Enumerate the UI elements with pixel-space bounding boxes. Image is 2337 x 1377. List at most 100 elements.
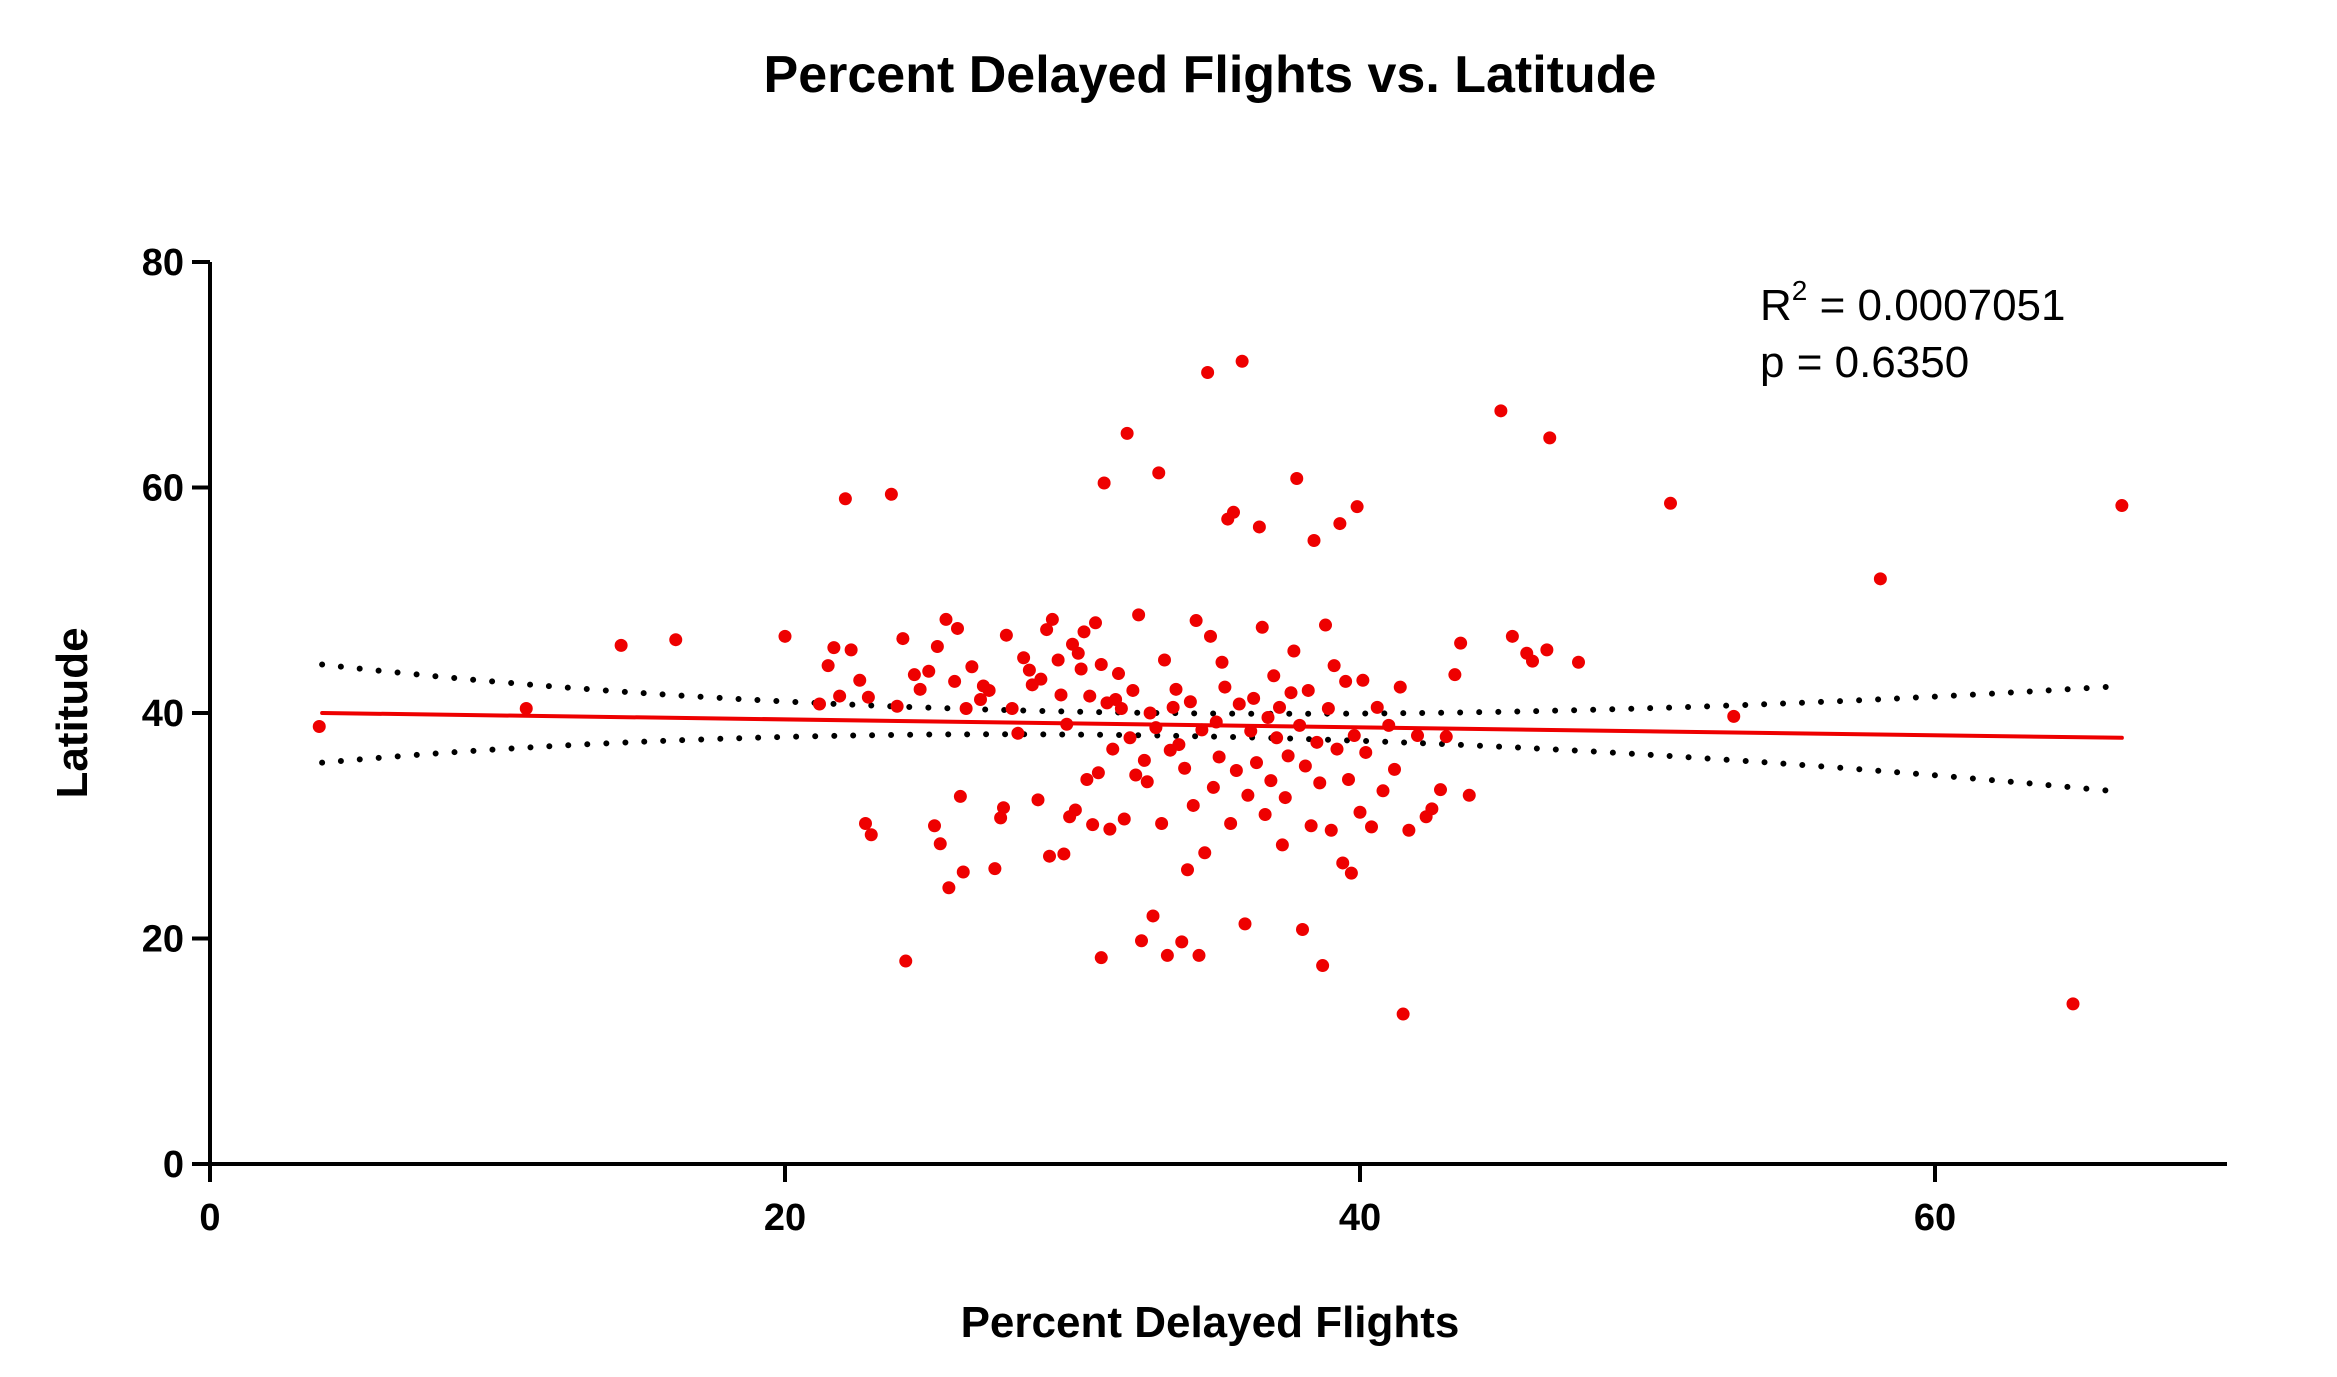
data-point	[1327, 659, 1341, 673]
data-point	[1356, 673, 1370, 687]
data-point	[1229, 764, 1243, 778]
data-point	[614, 638, 628, 652]
data-point	[1462, 788, 1476, 802]
data-point	[1057, 847, 1071, 861]
data-point	[953, 789, 967, 803]
data-point	[1198, 846, 1212, 860]
regression-line	[320, 711, 2124, 740]
data-point	[1333, 517, 1347, 531]
data-point	[1664, 496, 1677, 510]
data-point	[821, 659, 835, 673]
data-point	[896, 632, 910, 646]
data-point	[1045, 612, 1059, 626]
data-point	[1201, 365, 1215, 379]
data-point	[1091, 766, 1105, 780]
data-point	[951, 621, 964, 635]
data-point	[1117, 812, 1131, 826]
data-point	[1160, 948, 1174, 962]
x-tick-label: 60	[1914, 1197, 1956, 1239]
r2-label: R	[1760, 281, 1792, 330]
data-point	[1370, 700, 1384, 714]
data-point	[1275, 838, 1289, 852]
data-point	[1206, 780, 1220, 794]
data-point	[956, 865, 970, 879]
data-point	[2115, 499, 2129, 513]
data-point	[312, 720, 326, 734]
data-point	[1158, 653, 1171, 667]
data-point	[669, 633, 683, 647]
data-point	[1186, 798, 1200, 812]
data-point	[1388, 762, 1401, 776]
data-point	[1543, 431, 1557, 445]
data-point	[833, 689, 847, 703]
data-point	[1376, 784, 1390, 798]
data-point	[1540, 643, 1554, 657]
data-point	[1086, 818, 1100, 832]
data-point	[1080, 773, 1094, 787]
data-point	[1074, 662, 1088, 676]
y-tick-label: 40	[142, 693, 184, 735]
data-point	[1264, 774, 1278, 788]
data-point	[1114, 701, 1128, 715]
data-point	[1017, 651, 1031, 665]
data-point	[838, 492, 852, 506]
data-point	[1393, 680, 1407, 694]
data-point	[827, 641, 841, 655]
data-point	[519, 701, 533, 715]
data-point	[1336, 856, 1350, 870]
data-point	[933, 837, 947, 851]
data-point	[1241, 788, 1255, 802]
data-point	[1278, 791, 1292, 805]
data-point	[1175, 935, 1189, 949]
data-point	[1089, 616, 1102, 630]
data-point	[1137, 753, 1151, 767]
data-point	[1040, 623, 1054, 637]
data-point	[1238, 917, 1252, 931]
data-point	[948, 674, 962, 688]
data-point	[1411, 729, 1424, 743]
y-tick-label: 0	[163, 1144, 184, 1186]
data-point	[1135, 934, 1148, 948]
data-point	[1267, 669, 1281, 683]
data-point	[1083, 689, 1097, 703]
data-point	[1120, 426, 1134, 440]
data-point	[1166, 700, 1180, 714]
data-point	[1287, 644, 1301, 658]
data-point	[1250, 756, 1263, 770]
y-tick-label: 60	[142, 468, 184, 510]
data-point	[1313, 776, 1327, 790]
data-point	[939, 612, 953, 626]
data-point	[1224, 816, 1238, 830]
data-point	[813, 697, 826, 711]
data-points	[312, 354, 2129, 1021]
data-point	[1396, 1007, 1410, 1021]
data-point	[1103, 822, 1117, 836]
data-point	[1439, 730, 1453, 744]
data-point	[1347, 729, 1361, 743]
x-tick-label: 40	[1339, 1197, 1381, 1239]
data-point	[1126, 683, 1140, 697]
r2-value: = 0.0007051	[1807, 281, 2065, 330]
chart-title: Percent Delayed Flights vs. Latitude	[764, 46, 1657, 104]
data-point	[1301, 683, 1315, 697]
data-point	[1494, 404, 1508, 418]
data-point	[1330, 742, 1344, 756]
data-point	[1140, 775, 1154, 789]
data-point	[922, 664, 936, 678]
confidence-band-upper	[319, 661, 2125, 717]
data-point	[999, 628, 1013, 642]
data-point	[864, 828, 878, 842]
data-point	[1350, 500, 1364, 514]
x-axis-label: Percent Delayed Flights	[961, 1298, 1460, 1347]
data-point	[1365, 820, 1378, 834]
data-point	[928, 819, 941, 833]
data-point	[861, 690, 875, 704]
data-point	[1077, 625, 1091, 639]
data-point	[974, 692, 987, 706]
data-point	[1425, 802, 1439, 816]
data-point	[1353, 805, 1367, 819]
data-point	[1169, 682, 1183, 696]
data-point	[1307, 533, 1321, 547]
confidence-band-lower	[319, 731, 2125, 795]
data-point	[844, 643, 858, 657]
